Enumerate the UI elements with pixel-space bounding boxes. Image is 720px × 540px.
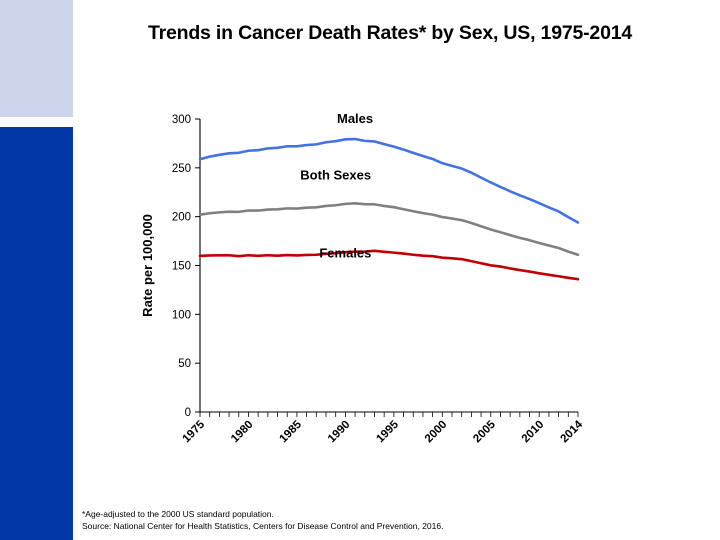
sidebar-accent-light <box>0 0 73 117</box>
y-tick-label: 250 <box>172 163 191 175</box>
chart-series <box>198 137 580 281</box>
x-tick-label-group: 2010 <box>520 419 547 446</box>
x-tick-label: 2014 <box>559 418 586 445</box>
y-tick-label: 300 <box>172 114 191 126</box>
y-tick-label: 50 <box>178 358 191 370</box>
footnotes-block: *Age-adjusted to the 2000 US standard po… <box>82 508 443 533</box>
x-tick-label-group: 1985 <box>277 418 304 445</box>
x-tick-label: 1975 <box>181 418 208 445</box>
series-label-both-sexes: Both Sexes <box>300 168 371 183</box>
x-tick-label-group: 1980 <box>229 419 256 446</box>
footnote-age-adjusted: *Age-adjusted to the 2000 US standard po… <box>82 509 274 519</box>
chart-svg: 0 50 100 150 200 250 300 1975 1980 1985 1990 1995 20… <box>140 111 586 445</box>
cancer-death-rates-line-chart: 0 50 100 150 200 250 300 1975 1980 1985 1990 1995 20… <box>120 100 600 480</box>
chart-axes: 0 50 100 150 200 250 300 1975 1980 1985 1990 1995 20… <box>140 114 586 445</box>
x-tick-label: 1985 <box>277 418 304 445</box>
x-tick-label-group: 2014 <box>559 418 586 445</box>
x-tick-label-group: 1990 <box>326 419 353 446</box>
x-tick-label-group: 2000 <box>423 419 450 446</box>
series-line-both-sexes <box>198 201 580 257</box>
x-tick-label-group: 1975 <box>181 418 208 445</box>
series-label-females: Females <box>319 246 371 261</box>
y-axis-title: Rate per 100,000 <box>140 214 155 317</box>
x-tick-label-group: 1995 <box>374 418 401 445</box>
y-tick-label: 100 <box>172 309 191 321</box>
x-tick-label: 1990 <box>326 419 353 446</box>
sidebar-accent-dark <box>0 127 73 540</box>
series-label-males: Males <box>337 111 373 126</box>
x-tick-label: 1980 <box>229 419 256 446</box>
series-line-males <box>198 137 580 224</box>
y-tick-label: 150 <box>172 261 191 273</box>
chart-series-labels: Males Both Sexes Females <box>300 111 373 261</box>
series-line-females <box>198 249 580 281</box>
x-tick-label: 1995 <box>374 418 401 445</box>
y-tick-label: 0 <box>185 407 191 419</box>
x-tick-label-group: 2005 <box>471 418 498 445</box>
x-tick-label: 2010 <box>520 419 547 446</box>
x-tick-label: 2000 <box>423 419 450 446</box>
page-title: Trends in Cancer Death Rates* by Sex, US… <box>147 22 633 44</box>
y-tick-label: 200 <box>172 212 191 224</box>
x-tick-label: 2005 <box>471 418 498 445</box>
footnote-source: Source: National Center for Health Stati… <box>82 521 444 532</box>
